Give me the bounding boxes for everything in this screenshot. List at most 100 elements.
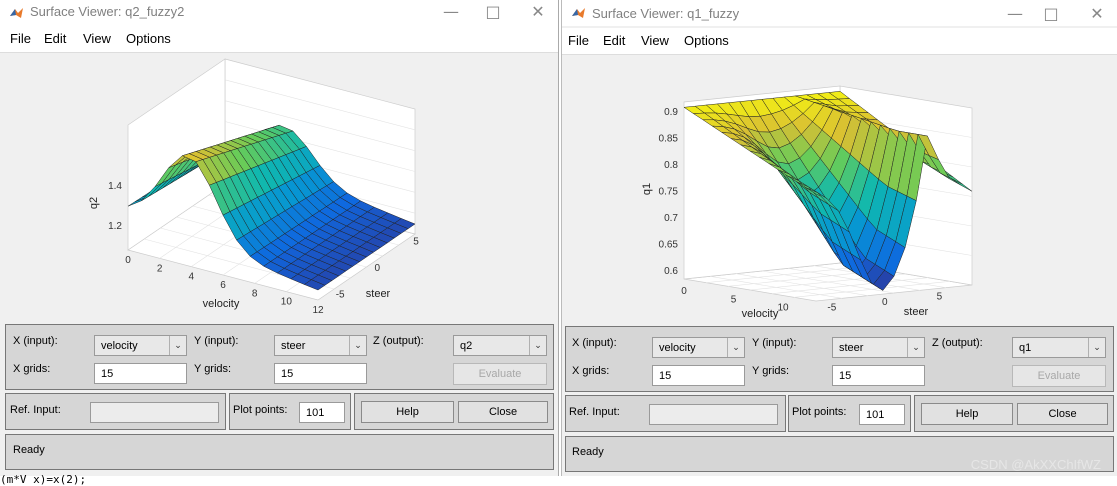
chevron-down-icon: ⌄ <box>727 338 744 357</box>
z-output-dropdown[interactable]: q2 ⌄ <box>453 335 547 356</box>
help-button[interactable]: Help <box>361 401 454 423</box>
plot-points-input[interactable]: 101 <box>859 404 905 425</box>
plot-points-input[interactable]: 101 <box>299 402 345 423</box>
surface-plot-q1[interactable]: 0 5 10 -5 0 5 0.6 0.65 0.7 0.75 0.8 0.85 0.9 velocity… <box>562 55 1117 323</box>
minimize-button[interactable]: — <box>1007 4 1023 23</box>
plot-points-panel: Plot points: 101 <box>788 395 911 432</box>
x-tick-label: 12 <box>312 305 324 316</box>
help-button[interactable]: Help <box>921 403 1013 425</box>
action-buttons-panel: Help Close <box>914 395 1114 432</box>
z-tick-label: 0.85 <box>659 133 679 144</box>
x-grids-input[interactable]: 15 <box>652 365 745 386</box>
menu-view[interactable]: View <box>641 33 669 48</box>
title-bar: Surface Viewer: q2_fuzzy2 — □ ✕ <box>0 0 558 26</box>
y-tick-label: -5 <box>827 303 836 314</box>
minimize-button[interactable]: — <box>443 2 459 21</box>
surface-mesh <box>127 124 416 291</box>
chevron-down-icon: ⌄ <box>349 336 366 355</box>
code-fragment-text: (m*V x)=x(2); <box>0 473 87 486</box>
input-selection-panel: X (input): velocity ⌄ Y (input): steer ⌄… <box>565 326 1114 392</box>
z-axis-label: q1 <box>641 183 653 195</box>
evaluate-button[interactable]: Evaluate <box>1012 365 1106 387</box>
ref-input-panel: Ref. Input: <box>565 395 786 432</box>
z-output-value: q2 <box>460 340 473 352</box>
y-grids-input[interactable]: 15 <box>832 365 925 386</box>
y-grids-label: Y grids: <box>752 365 790 377</box>
y-input-label: Y (input): <box>194 335 239 347</box>
action-buttons-panel: Help Close <box>354 393 554 430</box>
z-tick-label: 0.75 <box>659 187 679 198</box>
menu-options[interactable]: Options <box>684 33 729 48</box>
menu-options[interactable]: Options <box>126 31 171 46</box>
ref-input-field[interactable] <box>90 402 219 423</box>
surface-patch <box>303 279 326 291</box>
y-input-dropdown[interactable]: steer ⌄ <box>832 337 925 358</box>
chevron-down-icon: ⌄ <box>1088 338 1105 357</box>
y-input-value: steer <box>281 340 306 352</box>
close-button[interactable]: Close <box>458 401 548 423</box>
y-grids-label: Y grids: <box>194 363 232 375</box>
menu-bar: File Edit View Options <box>0 26 558 53</box>
z-output-value: q1 <box>1019 342 1032 354</box>
close-window-button[interactable]: ✕ <box>1090 4 1104 23</box>
z-tick-label: 0.8 <box>664 160 678 171</box>
x-grids-input[interactable]: 15 <box>94 363 187 384</box>
x-tick-label: 10 <box>281 297 293 308</box>
surface-patch <box>951 178 973 192</box>
plot-points-label: Plot points: <box>792 406 847 418</box>
menu-edit[interactable]: Edit <box>44 31 67 46</box>
menu-file[interactable]: File <box>10 31 31 46</box>
maximize-button[interactable]: □ <box>485 2 501 21</box>
y-tick-label: 0 <box>882 297 888 308</box>
ref-input-label: Ref. Input: <box>10 404 61 416</box>
ref-input-field[interactable] <box>649 404 778 425</box>
x-axis-label: velocity <box>742 308 779 320</box>
grid-line <box>224 100 416 151</box>
x-grids-label: X grids: <box>572 365 610 377</box>
matlab-logo-icon <box>10 8 23 18</box>
z-output-dropdown[interactable]: q1 ⌄ <box>1012 337 1106 358</box>
status-text: Ready <box>13 444 45 456</box>
y-axis-label: steer <box>366 288 391 300</box>
watermark-text: CSDN @AkXXChIfWZ <box>970 457 1101 472</box>
z-tick-label: 0.6 <box>664 266 678 277</box>
z-tick-label: 1.4 <box>108 181 122 192</box>
x-axis-label: velocity <box>203 298 240 310</box>
surface-plot-q2[interactable]: 0 2 4 6 8 10 12 -5 0 5 1.2 1.4 velocity steer q2 <box>0 53 559 321</box>
x-input-dropdown[interactable]: velocity ⌄ <box>652 337 745 358</box>
x-input-label: X (input): <box>13 335 58 347</box>
input-selection-panel: X (input): velocity ⌄ Y (input): steer ⌄… <box>5 324 554 390</box>
ref-input-label: Ref. Input: <box>569 406 620 418</box>
status-panel: Ready <box>565 436 1114 472</box>
close-button[interactable]: Close <box>1017 403 1108 425</box>
x-tick-label: 2 <box>157 263 163 274</box>
close-window-button[interactable]: ✕ <box>531 2 545 21</box>
maximize-button[interactable]: □ <box>1043 4 1059 23</box>
x-input-value: velocity <box>659 342 696 354</box>
plot-points-label: Plot points: <box>233 404 288 416</box>
x-tick-label: 10 <box>777 303 789 314</box>
menu-file[interactable]: File <box>568 33 589 48</box>
evaluate-button[interactable]: Evaluate <box>453 363 547 385</box>
y-grids-input[interactable]: 15 <box>274 363 367 384</box>
x-input-dropdown[interactable]: velocity ⌄ <box>94 335 187 356</box>
status-text: Ready <box>572 446 604 458</box>
x-input-label: X (input): <box>572 337 617 349</box>
z-tick-label: 0.9 <box>664 107 678 118</box>
x-tick-label: 4 <box>189 272 195 283</box>
grid-line <box>224 121 416 172</box>
x-tick-label: 6 <box>220 280 226 291</box>
y-tick-label: -5 <box>336 289 345 300</box>
chevron-down-icon: ⌄ <box>907 338 924 357</box>
x-grids-label: X grids: <box>13 363 51 375</box>
x-input-value: velocity <box>101 340 138 352</box>
menu-edit[interactable]: Edit <box>603 33 626 48</box>
y-input-value: steer <box>839 342 864 354</box>
surface-plot-area: 0 5 10 -5 0 5 0.6 0.65 0.7 0.75 0.8 0.85 0.9 velocity… <box>562 55 1117 323</box>
menu-view[interactable]: View <box>83 31 111 46</box>
y-tick-label: 5 <box>413 237 419 248</box>
z-axis-label: q2 <box>88 197 100 209</box>
y-input-dropdown[interactable]: steer ⌄ <box>274 335 367 356</box>
window-title: Surface Viewer: q1_fuzzy <box>592 6 740 21</box>
menu-bar: File Edit View Options <box>562 28 1117 55</box>
